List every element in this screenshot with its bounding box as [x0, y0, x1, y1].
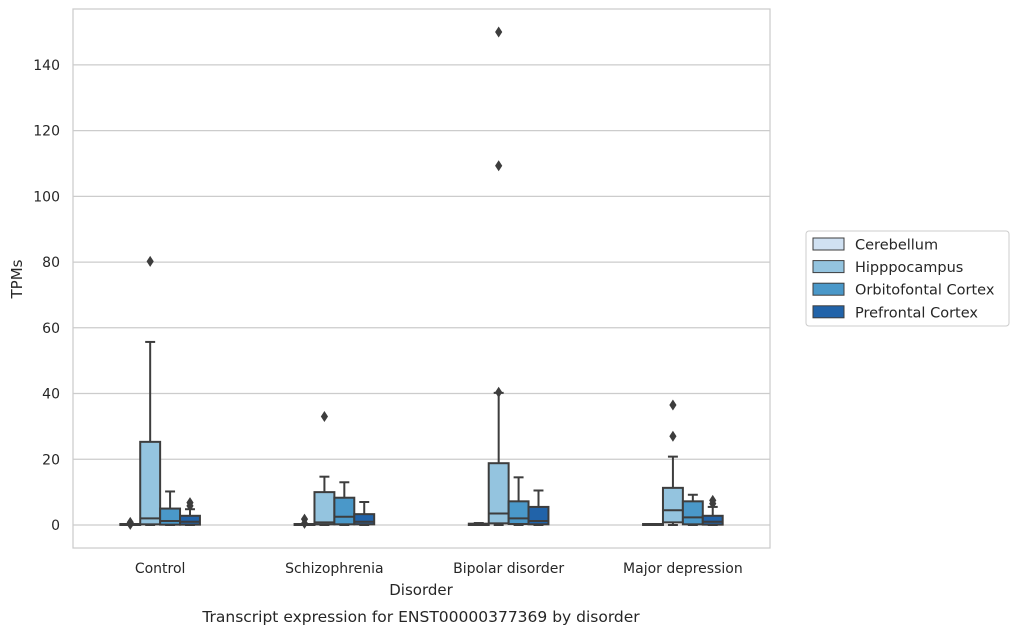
box-3-2	[681, 493, 704, 526]
chart-caption: Transcript expression for ENST0000037736…	[201, 608, 640, 626]
x-tick-label: Schizophrenia	[285, 561, 383, 577]
outlier-point	[320, 411, 329, 423]
box-iqr	[139, 440, 162, 526]
outlier-point	[669, 430, 677, 442]
box-iqr	[701, 514, 724, 526]
outlier-point	[669, 399, 677, 411]
box-3-1	[661, 399, 684, 526]
box-iqr	[487, 462, 510, 525]
box-1-0	[293, 513, 316, 529]
legend-items: Cerebellum Hipppocampus Orbitofontal Corte…	[812, 237, 995, 321]
box-1-1	[313, 411, 336, 526]
box-2-2	[507, 476, 530, 526]
outlier-point	[495, 160, 503, 172]
y-tick-label: 20	[42, 452, 60, 468]
legend-label: Cerebellum	[855, 238, 938, 254]
outlier-point	[709, 494, 717, 506]
box-0-1	[139, 255, 162, 526]
box-iqr	[661, 486, 684, 524]
box-iqr	[507, 500, 530, 526]
legend-frame	[805, 230, 1010, 327]
box-iqr	[681, 500, 704, 526]
x-axis-label: Disorder	[389, 581, 453, 599]
box-iqr	[179, 514, 201, 526]
y-tick-label: 0	[51, 518, 60, 534]
box-iqr	[353, 513, 376, 526]
box-iqr	[333, 496, 356, 526]
outlier-point	[146, 255, 154, 267]
x-tick-labels: Control Schizophrenia Bipolar disorder Majo…	[135, 561, 743, 577]
box-1-3	[353, 500, 376, 526]
box-2-0	[467, 522, 490, 526]
x-tick-label: Bipolar disorder	[453, 561, 564, 577]
y-tick-labels: 0 20 40 60 80 100 120 140	[33, 58, 60, 534]
box-iqr	[159, 507, 182, 526]
box-iqr	[527, 505, 550, 526]
box-3-0	[642, 523, 664, 526]
legend-swatch	[812, 237, 845, 251]
box-2-1	[487, 26, 510, 526]
plot-area-frame	[72, 8, 771, 549]
legend-label: Orbitofontal Cortex	[855, 283, 995, 299]
legend-swatch	[812, 260, 845, 274]
outlier-point	[495, 26, 503, 38]
y-tick-label: 100	[33, 189, 60, 205]
box-0-0	[119, 516, 142, 530]
legend-swatch	[812, 282, 845, 296]
legend-label: Hipppocampus	[855, 260, 963, 276]
grid-lines	[73, 64, 770, 526]
y-axis-label: TPMs	[8, 259, 26, 299]
box-0-3	[179, 497, 201, 526]
outlier-point	[495, 386, 503, 398]
legend-swatch	[812, 305, 845, 319]
box-iqr	[313, 491, 336, 526]
legend-label: Prefrontal Cortex	[855, 305, 978, 321]
outlier-point	[300, 513, 309, 525]
y-tick-label: 140	[33, 58, 60, 74]
y-tick-label: 40	[42, 387, 60, 403]
outlier-point	[126, 516, 134, 528]
y-tick-label: 80	[42, 255, 60, 271]
box-1-2	[333, 481, 356, 526]
y-tick-label: 60	[42, 321, 60, 337]
box-2-3	[527, 489, 550, 526]
outlier-point	[186, 497, 194, 509]
y-tick-label: 120	[33, 124, 60, 140]
box-0-2	[159, 490, 182, 526]
x-tick-label: Control	[135, 561, 186, 577]
x-tick-label: Major depression	[623, 561, 743, 577]
box-3-3	[701, 494, 724, 526]
legend: Cerebellum Hipppocampus Orbitofontal Corte…	[805, 230, 1010, 327]
box-layer	[119, 26, 724, 530]
